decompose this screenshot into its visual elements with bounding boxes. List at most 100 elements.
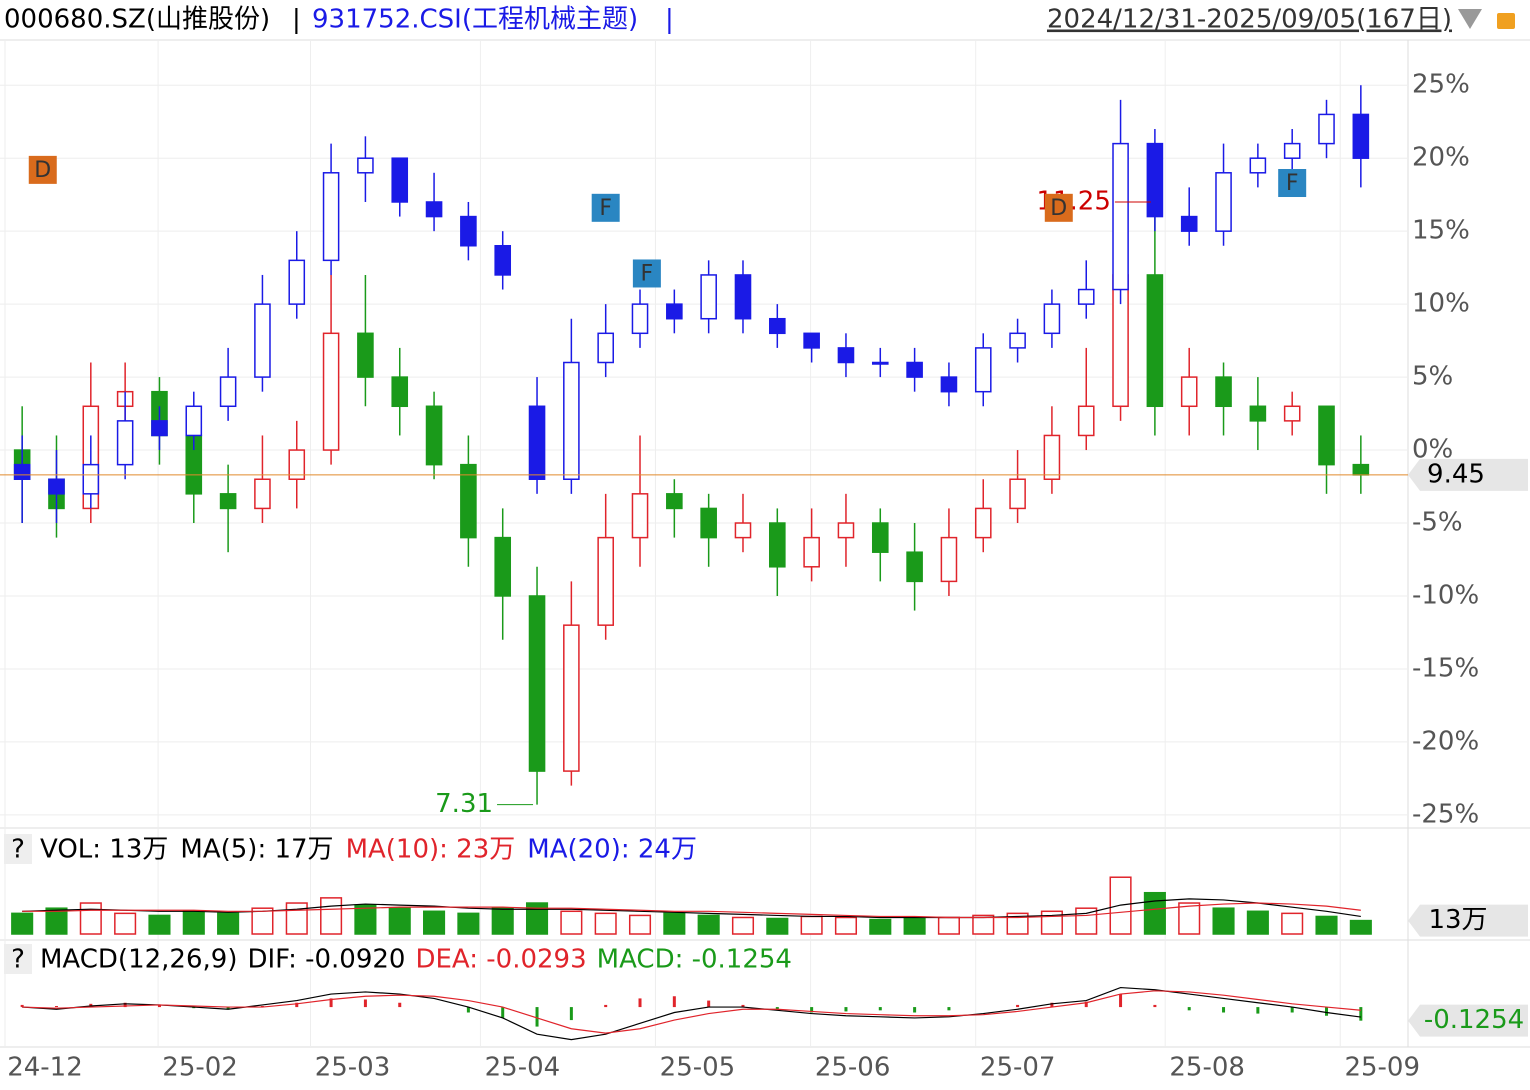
candle-body [700, 507, 717, 539]
candle-body [666, 493, 683, 510]
candle-body [391, 376, 409, 408]
lock-icon[interactable] [1497, 13, 1515, 29]
volume-bar [1246, 910, 1269, 935]
volume-bar [972, 914, 995, 935]
legend-entry: DIF: -0.0920 [247, 945, 405, 975]
macd-bar [913, 1007, 917, 1013]
candle-body [871, 522, 889, 553]
date-range[interactable]: 2024/12/31-2025/09/05(167日) [1047, 5, 1452, 35]
volume-bar [423, 910, 446, 935]
y-tick-label: -5% [1412, 508, 1463, 538]
macd-bar [295, 1002, 299, 1008]
macd-bar [157, 1004, 161, 1008]
candle-body [769, 522, 786, 568]
volume-bar [1212, 907, 1235, 935]
volume-bar [354, 904, 377, 935]
macd-bar [741, 1004, 745, 1008]
candle-body [1009, 478, 1026, 510]
volume-bar [594, 912, 617, 935]
help-button[interactable] [4, 834, 32, 864]
macd-bar [123, 1002, 127, 1008]
candle-body [528, 595, 546, 772]
candle-body [425, 405, 443, 466]
volume-bar [1178, 902, 1201, 935]
macd-bar [501, 1007, 505, 1018]
volume-bar [1281, 912, 1304, 935]
macd-bar [1187, 1007, 1191, 1011]
y-tick-label: 10% [1412, 289, 1470, 319]
candle-body [940, 536, 958, 583]
x-tick-label: 25-08 [1169, 1053, 1245, 1083]
marker-label: F [599, 196, 612, 221]
candle-body [871, 361, 889, 365]
candle-body [322, 172, 340, 262]
volume-bar [114, 912, 137, 935]
x-tick-label: 25-09 [1344, 1053, 1420, 1083]
help-button[interactable] [4, 944, 32, 974]
candle-body [116, 420, 134, 466]
candle-body [219, 493, 237, 510]
candle-body [597, 536, 614, 626]
macd-bar [604, 1004, 608, 1008]
low-label: 7.31 [435, 789, 493, 819]
legend-entry: MA(20): 24万 [527, 835, 697, 865]
dropdown-icon[interactable] [1458, 9, 1482, 29]
candle-body [528, 405, 546, 480]
separator: | [665, 5, 674, 35]
macd-bar [329, 998, 333, 1008]
candle-body [769, 317, 786, 335]
candle-body [82, 463, 100, 495]
help[interactable]: ? [11, 835, 25, 865]
candle-body [48, 478, 65, 495]
macd-bar [363, 999, 367, 1008]
volume-bar [11, 912, 34, 935]
separator: | [292, 5, 301, 35]
macd-bar [1256, 1007, 1260, 1014]
x-tick-label: 24-12 [7, 1053, 83, 1083]
volume-bar [388, 907, 411, 935]
volume-bar [731, 916, 755, 935]
candle-body [837, 522, 855, 539]
marker-box [28, 155, 57, 184]
candle-body [974, 507, 992, 539]
volume-bar [79, 902, 102, 935]
x-tick-label: 25-07 [980, 1053, 1056, 1083]
candle-body [1318, 405, 1335, 466]
macd-bar [54, 1006, 58, 1008]
marker-label: F [1286, 171, 1299, 196]
help[interactable]: ? [11, 945, 25, 975]
candle-body [1215, 172, 1232, 232]
macd-bar [535, 1007, 539, 1027]
macd-bar [638, 998, 642, 1008]
legend-entry: MACD(12,26,9) [40, 945, 237, 975]
candle-body [1215, 376, 1232, 408]
candle-body [425, 201, 443, 218]
candle-body [1180, 376, 1198, 408]
macd-bar [569, 1007, 573, 1021]
candle-body [357, 332, 374, 378]
x-tick-label: 25-05 [660, 1053, 736, 1083]
candle-body [700, 274, 717, 320]
y-tick-label: 15% [1412, 216, 1470, 246]
volume-bar [663, 912, 686, 935]
macd-bar [1222, 1007, 1226, 1013]
volume-bar [148, 914, 171, 935]
candle-body [1077, 405, 1095, 437]
candle-body [1077, 288, 1095, 305]
candle-body [219, 376, 237, 408]
candle-body [906, 361, 923, 378]
volume-bar [628, 914, 652, 935]
volume-bar [491, 907, 514, 935]
candle-body [734, 274, 752, 320]
macd-bar [810, 1007, 814, 1013]
candle-body [1146, 274, 1164, 408]
y-tick-label: -10% [1412, 580, 1479, 610]
volume-bar [285, 902, 308, 935]
macd-bar [672, 996, 676, 1008]
candle-body [1352, 463, 1370, 476]
y-tick-label: -15% [1412, 653, 1479, 683]
value-tag-label: 13万 [1428, 905, 1487, 935]
candle-body [357, 157, 374, 174]
candle-body [1009, 332, 1026, 349]
candle-body [254, 478, 271, 510]
